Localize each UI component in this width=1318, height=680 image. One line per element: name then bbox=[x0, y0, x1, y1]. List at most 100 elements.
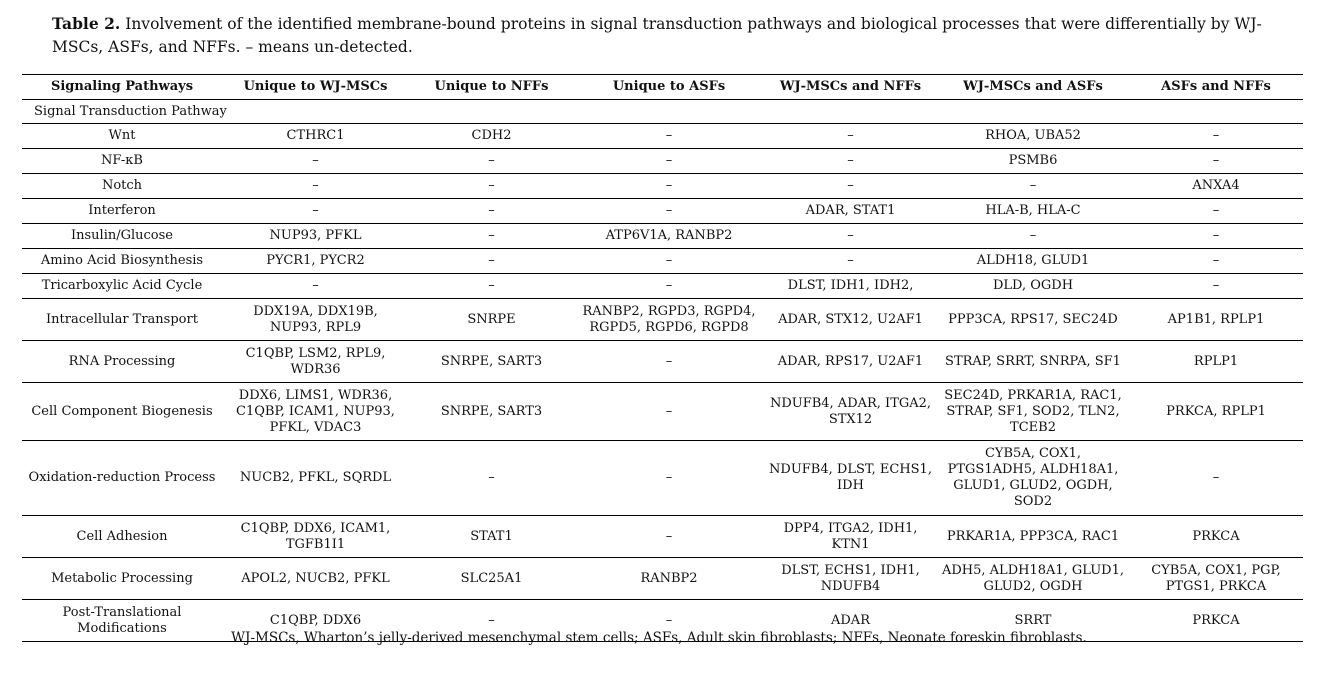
table-cell: – bbox=[1129, 440, 1303, 516]
table-cell: – bbox=[574, 123, 764, 149]
pathway-name-cell: Metabolic Processing bbox=[22, 557, 222, 600]
table-cell: – bbox=[409, 273, 574, 299]
table-cell: C1QBP, DDX6 bbox=[222, 599, 409, 642]
table-cell: – bbox=[222, 173, 409, 199]
table-cell: – bbox=[222, 273, 409, 299]
table-cell: STRAP, SRRT, SNRPA, SF1 bbox=[937, 340, 1129, 383]
table-cell: CDH2 bbox=[409, 123, 574, 149]
table-footnote: WJ-MSCs, Wharton’s jelly-derived mesench… bbox=[231, 630, 1087, 646]
section-row: Signal Transduction Pathway bbox=[22, 99, 1303, 124]
table-cell: PRKCA bbox=[1129, 599, 1303, 642]
column-header: ASFs and NFFs bbox=[1129, 74, 1303, 100]
table-cell: RPLP1 bbox=[1129, 340, 1303, 383]
table-row: NF-κB – – – – PSMB6– bbox=[22, 148, 1303, 174]
table-cell: – bbox=[574, 340, 764, 383]
table-cell: SNRPE bbox=[409, 298, 574, 341]
table-row: RNA Processing C1QBP, LSM2, RPL9, WDR36 SN… bbox=[22, 340, 1303, 383]
table-cell: DLST, ECHS1, IDH1, NDUFB4 bbox=[764, 557, 937, 600]
pathway-name-cell: Post-Translational Modifications bbox=[22, 599, 222, 642]
table-cell: ATP6V1A, RANBP2 bbox=[574, 223, 764, 249]
table-cell: – bbox=[1129, 148, 1303, 174]
table-row: Interferon – – – ADAR, STAT1 HLA-B, HLA-C – bbox=[22, 198, 1303, 224]
table-cell: ALDH18, GLUD1 bbox=[937, 248, 1129, 274]
table-cell: SLC25A1 bbox=[409, 557, 574, 600]
caption-text: Involvement of the identified membrane-b… bbox=[52, 15, 1262, 56]
pathway-name-cell: NF-κB bbox=[22, 148, 222, 174]
table-cell: AP1B1, RPLP1 bbox=[1129, 298, 1303, 341]
table-cell: – bbox=[409, 223, 574, 249]
table-cell: DLD, OGDH bbox=[937, 273, 1129, 299]
table-cell: – bbox=[409, 148, 574, 174]
table-body: Signal Transduction Pathway Wnt CTHRC1 CDH… bbox=[22, 99, 1303, 642]
table-cell: PRKCA, RPLP1 bbox=[1129, 382, 1303, 441]
table-cell: STAT1 bbox=[409, 515, 574, 558]
pathway-name-cell: RNA Processing bbox=[22, 340, 222, 383]
table-cell: – bbox=[937, 173, 1129, 199]
table-cell: – bbox=[574, 173, 764, 199]
table-row: Amino Acid Biosynthesis PYCR1, PYCR2– – – AL… bbox=[22, 248, 1303, 274]
table-cell: PSMB6 bbox=[937, 148, 1129, 174]
table-cell: – bbox=[937, 223, 1129, 249]
table-cell: SEC24D, PRKAR1A, RAC1, STRAP, SF1, SOD2,… bbox=[937, 382, 1129, 441]
table-caption: Table 2. Involvement of the identified m… bbox=[52, 12, 1292, 59]
table-cell: – bbox=[574, 440, 764, 516]
pathway-name-cell: Interferon bbox=[22, 198, 222, 224]
column-header: Unique to WJ-MSCs bbox=[222, 74, 409, 100]
table-cell: DDX6, LIMS1, WDR36, C1QBP, ICAM1, NUP93,… bbox=[222, 382, 409, 441]
table-cell: NUP93, PFKL bbox=[222, 223, 409, 249]
table-row: Tricarboxylic Acid Cycle – – – DLST, IDH1, I… bbox=[22, 273, 1303, 299]
table-cell: – bbox=[409, 248, 574, 274]
pathway-name-cell: Notch bbox=[22, 173, 222, 199]
pathway-name-cell: Cell Component Biogenesis bbox=[22, 382, 222, 441]
table-cell: SRRT bbox=[937, 599, 1129, 642]
table-cell: SNRPE, SART3 bbox=[409, 340, 574, 383]
table-cell: – bbox=[409, 440, 574, 516]
table-cell: – bbox=[764, 248, 937, 274]
pathway-name-cell: Tricarboxylic Acid Cycle bbox=[22, 273, 222, 299]
table-cell: – bbox=[574, 248, 764, 274]
table-cell: PRKCA bbox=[1129, 515, 1303, 558]
table-cell: SNRPE, SART3 bbox=[409, 382, 574, 441]
table-cell: – bbox=[1129, 123, 1303, 149]
table-cell: NUCB2, PFKL, SQRDL bbox=[222, 440, 409, 516]
table-cell: – bbox=[409, 173, 574, 199]
table-row: Post-Translational Modifications C1QBP, D… bbox=[22, 599, 1303, 642]
table-cell: – bbox=[764, 223, 937, 249]
table-cell: ADAR, STX12, U2AF1 bbox=[764, 298, 937, 341]
table-cell: – bbox=[574, 599, 764, 642]
table-cell: PRKAR1A, PPP3CA, RAC1 bbox=[937, 515, 1129, 558]
table-row: Oxidation-reduction Process NUCB2, PFKL, … bbox=[22, 440, 1303, 516]
pathway-name-cell: Oxidation-reduction Process bbox=[22, 440, 222, 516]
table-cell: – bbox=[764, 173, 937, 199]
table-cell: ADH5, ALDH18A1, GLUD1, GLUD2, OGDH bbox=[937, 557, 1129, 600]
table-cell: – bbox=[574, 198, 764, 224]
table-cell: C1QBP, DDX6, ICAM1, TGFB1I1 bbox=[222, 515, 409, 558]
table-cell: DLST, IDH1, IDH2, bbox=[764, 273, 937, 299]
table-cell: – bbox=[1129, 248, 1303, 274]
table-cell: DPP4, ITGA2, IDH1, KTN1 bbox=[764, 515, 937, 558]
table-cell: RHOA, UBA52 bbox=[937, 123, 1129, 149]
pathway-name-cell: Amino Acid Biosynthesis bbox=[22, 248, 222, 274]
table-row: Cell Component Biogenesis DDX6, LIMS1, WD… bbox=[22, 382, 1303, 441]
table-row: Metabolic Processing APOL2, NUCB2, PFKL SL… bbox=[22, 557, 1303, 600]
column-header: WJ-MSCs and NFFs bbox=[764, 74, 937, 100]
table-cell: – bbox=[574, 382, 764, 441]
table-cell: – bbox=[764, 148, 937, 174]
table-cell: – bbox=[222, 198, 409, 224]
table-cell: DDX19A, DDX19B, NUP93, RPL9 bbox=[222, 298, 409, 341]
column-header: Unique to ASFs bbox=[574, 74, 764, 100]
table-cell: – bbox=[409, 198, 574, 224]
table-cell: – bbox=[1129, 198, 1303, 224]
caption-label: Table 2. bbox=[52, 14, 121, 33]
table-cell: – bbox=[574, 148, 764, 174]
pathway-name-cell: Cell Adhesion bbox=[22, 515, 222, 558]
table-cell: CYB5A, COX1, PTGS1ADH5, ALDH18A1, GLUD1,… bbox=[937, 440, 1129, 516]
table-cell: RANBP2 bbox=[574, 557, 764, 600]
column-header: Unique to NFFs bbox=[409, 74, 574, 100]
table-cell: – bbox=[1129, 223, 1303, 249]
table-cell: NDUFB4, DLST, ECHS1, IDH bbox=[764, 440, 937, 516]
data-table: Signaling Pathways Unique to WJ-MSCs Uniqu… bbox=[22, 74, 1303, 642]
table-row: Intracellular Transport DDX19A, DDX19B, N… bbox=[22, 298, 1303, 341]
section-title: Signal Transduction Pathway bbox=[22, 99, 1303, 124]
table-cell: ADAR, STAT1 bbox=[764, 198, 937, 224]
